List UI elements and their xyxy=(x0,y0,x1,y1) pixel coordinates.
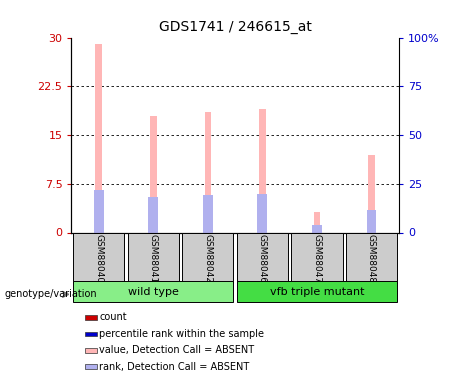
Text: value, Detection Call = ABSENT: value, Detection Call = ABSENT xyxy=(100,345,254,355)
Bar xyxy=(370,231,373,232)
Bar xyxy=(313,212,320,232)
Bar xyxy=(203,195,213,232)
Bar xyxy=(366,210,376,232)
Text: wild type: wild type xyxy=(128,286,179,297)
FancyBboxPatch shape xyxy=(346,232,397,283)
Text: GSM88048: GSM88048 xyxy=(367,234,376,283)
FancyBboxPatch shape xyxy=(128,232,179,283)
Text: rank, Detection Call = ABSENT: rank, Detection Call = ABSENT xyxy=(100,362,250,372)
FancyBboxPatch shape xyxy=(73,281,233,302)
Bar xyxy=(84,315,97,320)
FancyBboxPatch shape xyxy=(73,232,124,283)
Text: genotype/variation: genotype/variation xyxy=(5,290,97,299)
Text: GSM88047: GSM88047 xyxy=(313,234,321,283)
Bar xyxy=(261,231,264,232)
Bar xyxy=(261,195,264,232)
Bar xyxy=(152,231,155,232)
Bar xyxy=(207,195,209,232)
Bar xyxy=(150,116,157,232)
Bar xyxy=(206,231,209,232)
Bar xyxy=(95,44,102,232)
Text: percentile rank within the sample: percentile rank within the sample xyxy=(100,329,265,339)
FancyBboxPatch shape xyxy=(237,232,288,283)
FancyBboxPatch shape xyxy=(237,281,397,302)
Bar xyxy=(259,109,266,232)
Bar xyxy=(84,332,97,336)
Bar xyxy=(312,225,322,232)
Text: GSM88046: GSM88046 xyxy=(258,234,267,283)
FancyBboxPatch shape xyxy=(291,232,343,283)
Bar xyxy=(97,190,100,232)
Bar xyxy=(316,225,318,232)
Bar xyxy=(370,210,373,232)
Text: vfb triple mutant: vfb triple mutant xyxy=(270,286,364,297)
Bar xyxy=(205,112,211,232)
Bar xyxy=(84,348,97,352)
FancyBboxPatch shape xyxy=(182,232,233,283)
Bar xyxy=(368,154,375,232)
Bar xyxy=(84,364,97,369)
Text: GSM88042: GSM88042 xyxy=(203,234,213,283)
Title: GDS1741 / 246615_at: GDS1741 / 246615_at xyxy=(159,20,312,34)
Text: GSM88041: GSM88041 xyxy=(149,234,158,283)
Text: GSM88040: GSM88040 xyxy=(94,234,103,283)
Bar xyxy=(148,197,158,232)
Bar xyxy=(258,195,267,232)
Bar xyxy=(152,197,154,232)
Bar xyxy=(315,231,319,232)
Bar xyxy=(94,190,104,232)
Bar xyxy=(97,231,100,232)
Text: count: count xyxy=(100,312,127,322)
